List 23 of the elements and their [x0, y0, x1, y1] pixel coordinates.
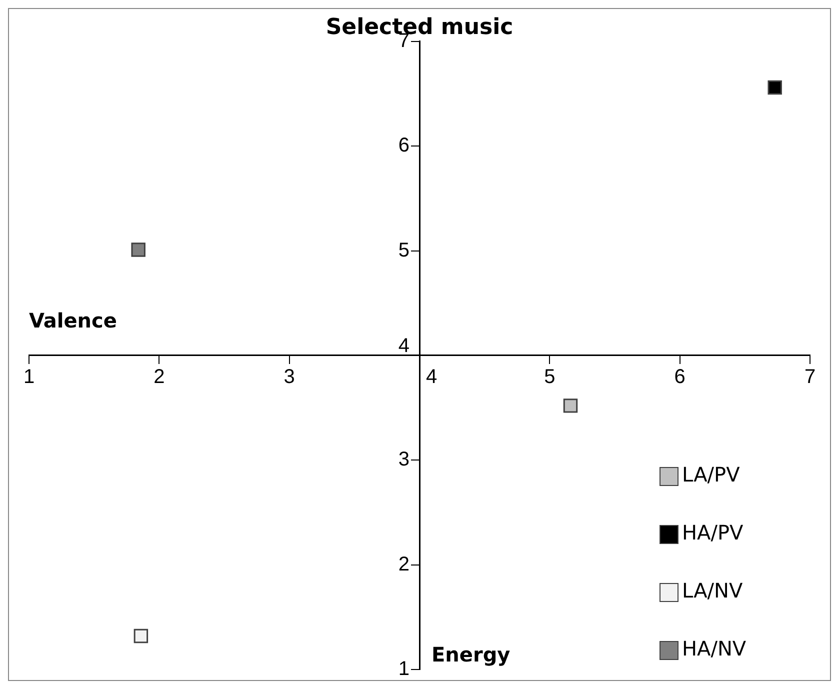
point	[131, 242, 146, 257]
x-tick-label: 5	[544, 366, 556, 388]
x-tick-label: 2	[154, 366, 165, 388]
point	[563, 398, 578, 413]
y-tick-label: 1	[398, 658, 410, 680]
point	[134, 628, 148, 644]
y-tick-label: 4	[398, 334, 410, 357]
legend-label: HA/PV	[682, 520, 744, 545]
x-tick-label: 1	[23, 366, 35, 388]
y-tick-label: 6	[398, 134, 410, 157]
x-tick-label: 7	[804, 366, 816, 388]
legend-label: HA/NV	[682, 636, 746, 661]
legend-label: LA/PV	[682, 462, 740, 487]
x-tick-label: 3	[284, 366, 295, 388]
y-tick-label: 5	[398, 239, 410, 262]
point	[768, 80, 782, 95]
x-tick-label: 6	[674, 366, 686, 388]
x-axis-title: Valence	[29, 308, 117, 332]
x-tick-label: 4	[426, 366, 438, 388]
y-axis-title: Energy	[432, 642, 510, 666]
legend-label: LA/NV	[682, 578, 743, 603]
y-tick-label: 2	[398, 553, 410, 576]
y-tick-label: 3	[398, 448, 410, 471]
